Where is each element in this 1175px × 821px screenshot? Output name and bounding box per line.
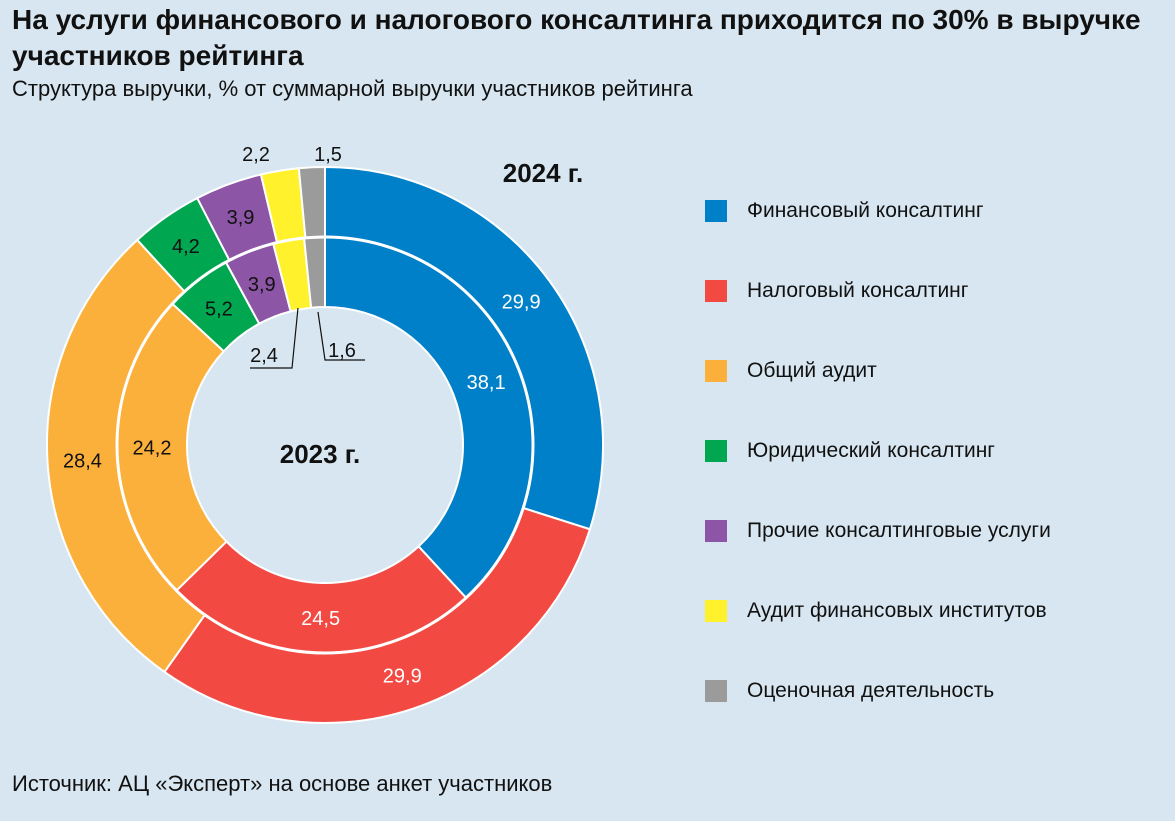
value-label: 24,2 (133, 437, 172, 459)
data-labels: 29,9 29,9 28,4 4,2 3,9 2,2 1,5 38,1 24,5 24,2 5,2 3… (63, 144, 541, 687)
year-label-2024: 2024 г. (503, 158, 584, 188)
legend-item: Финансовый консалтинг (705, 196, 1165, 276)
value-label: 38,1 (467, 372, 506, 394)
value-label: 2,2 (242, 144, 270, 166)
year-label-2023: 2023 г. (280, 439, 361, 469)
leader-line (250, 307, 299, 369)
value-label: 3,9 (248, 274, 276, 296)
value-label: 1,5 (314, 144, 342, 166)
legend-label: Оценочная деятельность (747, 679, 995, 702)
legend-swatch (705, 360, 727, 382)
legend-item: Налоговый консалтинг (705, 276, 1165, 356)
legend-label: Налоговый консалтинг (747, 279, 969, 302)
legend-swatch (705, 200, 727, 222)
donut-chart: 29,9 29,9 28,4 4,2 3,9 2,2 1,5 38,1 24,5 24,2 5,2 3… (46, 144, 604, 724)
leader-line (317, 311, 365, 361)
legend-item: Общий аудит (705, 356, 1165, 436)
legend-swatch (705, 520, 727, 542)
legend-label: Финансовый консалтинг (747, 199, 984, 222)
legend: Финансовый консалтинг Налоговый консалти… (705, 196, 1165, 756)
legend-item: Оценочная деятельность (705, 676, 1165, 756)
legend-item: Прочие консалтинговые услуги (705, 516, 1165, 596)
chart-title: На услуги финансового и налогового конса… (12, 4, 1141, 71)
inner-ring-2023 (115, 235, 535, 655)
value-label: 4,2 (172, 236, 200, 258)
value-label: 29,9 (502, 292, 541, 314)
value-label: 1,6 (328, 340, 356, 362)
legend-swatch (705, 440, 727, 462)
chart-subtitle: Структура выручки, % от суммарной выручк… (12, 76, 693, 101)
legend-label: Аудит финансовых институтов (747, 599, 1047, 622)
ring-separator (115, 235, 535, 655)
source-note: Источник: АЦ «Эксперт» на основе анкет у… (12, 771, 553, 796)
legend-item: Юридический консалтинг (705, 436, 1165, 516)
value-label: 3,9 (227, 207, 255, 229)
value-label: 2,4 (250, 345, 278, 367)
legend-label: Общий аудит (747, 359, 877, 382)
legend-swatch (705, 600, 727, 622)
legend-label: Юридический консалтинг (747, 439, 995, 462)
legend-swatch (705, 680, 727, 702)
value-label: 5,2 (205, 298, 233, 320)
leader-lines (250, 307, 365, 369)
legend-item: Аудит финансовых институтов (705, 596, 1165, 676)
legend-label: Прочие консалтинговые услуги (747, 519, 1051, 542)
value-label: 24,5 (301, 608, 340, 630)
value-label: 29,9 (383, 665, 422, 687)
legend-swatch (705, 280, 727, 302)
value-label: 28,4 (63, 450, 102, 472)
